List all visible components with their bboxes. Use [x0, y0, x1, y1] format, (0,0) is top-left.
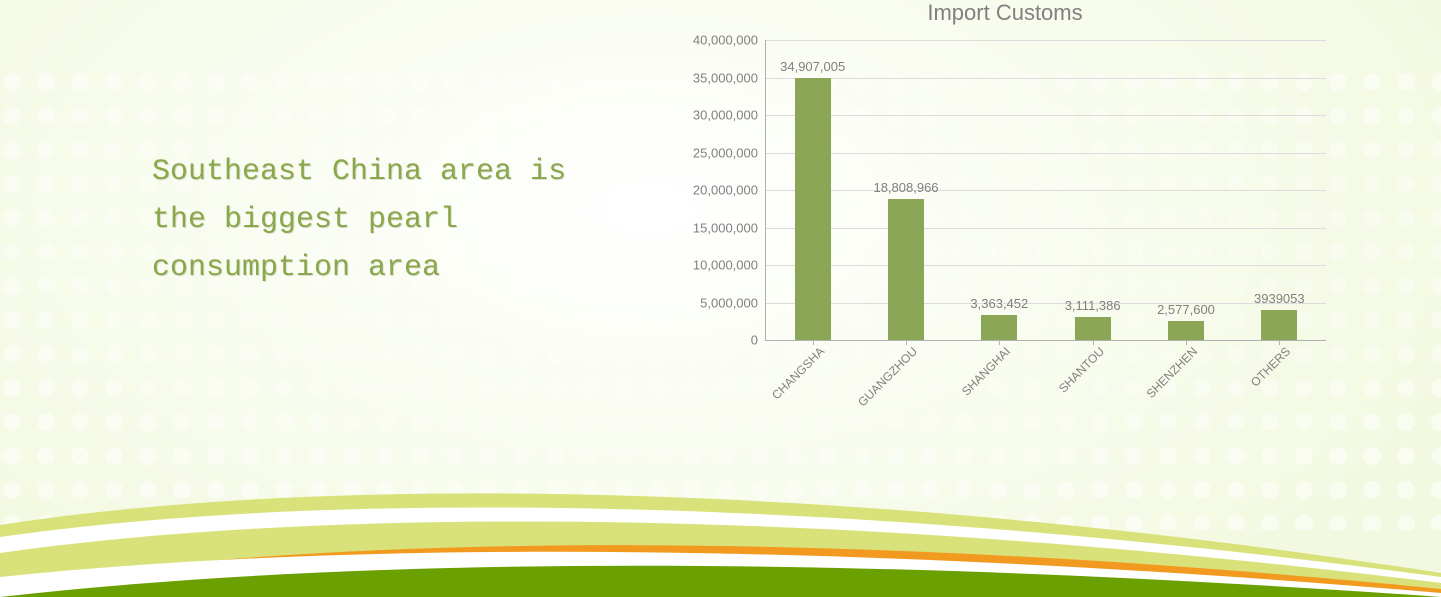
import-customs-chart: Import Customs 05,000,00010,000,00015,00… — [655, 0, 1355, 440]
bar-value-label: 18,808,966 — [873, 180, 938, 195]
bar-value-label: 3,111,386 — [1065, 298, 1121, 313]
x-tick — [1279, 340, 1280, 345]
x-tick — [1093, 340, 1094, 345]
y-tick-label: 5,000,000 — [700, 295, 758, 310]
x-tick — [999, 340, 1000, 345]
bar — [795, 78, 831, 340]
bar — [1261, 310, 1297, 340]
decorative-swoosh — [0, 477, 1441, 597]
gridline — [766, 153, 1326, 154]
bar-value-label: 3939053 — [1254, 291, 1305, 306]
x-axis-ticks — [766, 340, 1326, 345]
x-tick — [906, 340, 907, 345]
bar-value-label: 34,907,005 — [780, 59, 845, 74]
y-tick-label: 40,000,000 — [693, 33, 758, 48]
category-label: SHANGHAI — [959, 344, 1013, 398]
category-label: SHANTOU — [1056, 344, 1107, 395]
bar — [888, 199, 924, 340]
headline-text: Southeast China area is the biggest pear… — [152, 148, 622, 292]
y-tick-label: 30,000,000 — [693, 108, 758, 123]
chart-plot-area: 05,000,00010,000,00015,000,00020,000,000… — [765, 40, 1326, 341]
bar-value-label: 3,363,452 — [970, 296, 1028, 311]
gridline — [766, 190, 1326, 191]
gridline — [766, 228, 1326, 229]
category-label: CHANGSHA — [769, 344, 827, 402]
y-tick-label: 0 — [751, 333, 758, 348]
gridline — [766, 115, 1326, 116]
y-tick-label: 20,000,000 — [693, 183, 758, 198]
x-tick — [813, 340, 814, 345]
category-label: GUANGZHOU — [855, 344, 920, 409]
category-label: SHENZHEN — [1144, 344, 1201, 401]
x-tick — [1186, 340, 1187, 345]
bar — [1168, 321, 1204, 340]
y-tick-label: 35,000,000 — [693, 70, 758, 85]
chart-title: Import Customs — [655, 0, 1355, 26]
category-label: OTHERS — [1248, 344, 1293, 389]
y-tick-label: 10,000,000 — [693, 258, 758, 273]
gridline — [766, 40, 1326, 41]
bar — [981, 315, 1017, 340]
bar-value-label: 2,577,600 — [1157, 302, 1215, 317]
gridline — [766, 303, 1326, 304]
y-tick-label: 25,000,000 — [693, 145, 758, 160]
bar — [1075, 317, 1111, 340]
gridline — [766, 78, 1326, 79]
gridline — [766, 265, 1326, 266]
y-tick-label: 15,000,000 — [693, 220, 758, 235]
